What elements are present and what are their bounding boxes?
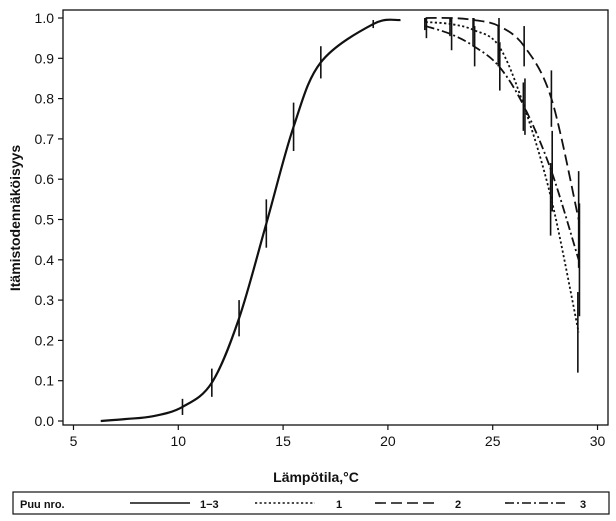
y-tick-label: 0.9 (35, 50, 55, 66)
y-tick-label: 0.3 (35, 292, 55, 308)
x-tick-label: 20 (380, 433, 396, 449)
y-axis-title: Itämistodennäköisyys (7, 145, 23, 291)
y-tick-label: 0.6 (35, 171, 55, 187)
y-tick-label: 0.8 (35, 91, 55, 107)
y-tick-label: 0.0 (35, 413, 55, 429)
series-line-0 (100, 18, 401, 423)
series-line-1 (425, 21, 580, 333)
y-tick-label: 0.2 (35, 332, 55, 348)
x-tick-label: 30 (590, 433, 606, 449)
legend-label: 1 (336, 499, 342, 511)
error-bars (181, 18, 581, 415)
series-lines (100, 16, 580, 423)
legend-box (12, 491, 610, 515)
y-tick-label: 1.0 (35, 10, 55, 26)
legend-title: Puu nro. (20, 499, 65, 511)
legend-label: 1−3 (200, 499, 219, 511)
x-axis-title: Lämpötila,°C (273, 469, 359, 485)
legend: Puu nro. 1−3 1 2 3 (12, 491, 610, 515)
x-tick-label: 25 (485, 433, 501, 449)
y-tick-label: 0.4 (35, 252, 55, 268)
x-tick-label: 15 (275, 433, 291, 449)
y-tick-label: 0.5 (35, 212, 55, 228)
y-tick-label: 0.1 (35, 373, 55, 389)
series-line-3 (425, 25, 580, 261)
legend-entries: 1−3 1 2 3 (130, 499, 586, 511)
x-axis: 5 10 15 20 25 30 (70, 425, 606, 449)
legend-label: 2 (455, 499, 461, 511)
y-tick-label: 0.7 (35, 131, 55, 147)
legend-label: 3 (580, 499, 586, 511)
plot-frame (62, 9, 609, 426)
y-axis: 0.0 0.1 0.2 0.3 0.4 0.5 0.6 0.7 0.8 0.9 1.0 (35, 10, 63, 429)
x-tick-label: 5 (70, 433, 78, 449)
series-line-2 (425, 16, 580, 220)
x-tick-label: 10 (170, 433, 186, 449)
